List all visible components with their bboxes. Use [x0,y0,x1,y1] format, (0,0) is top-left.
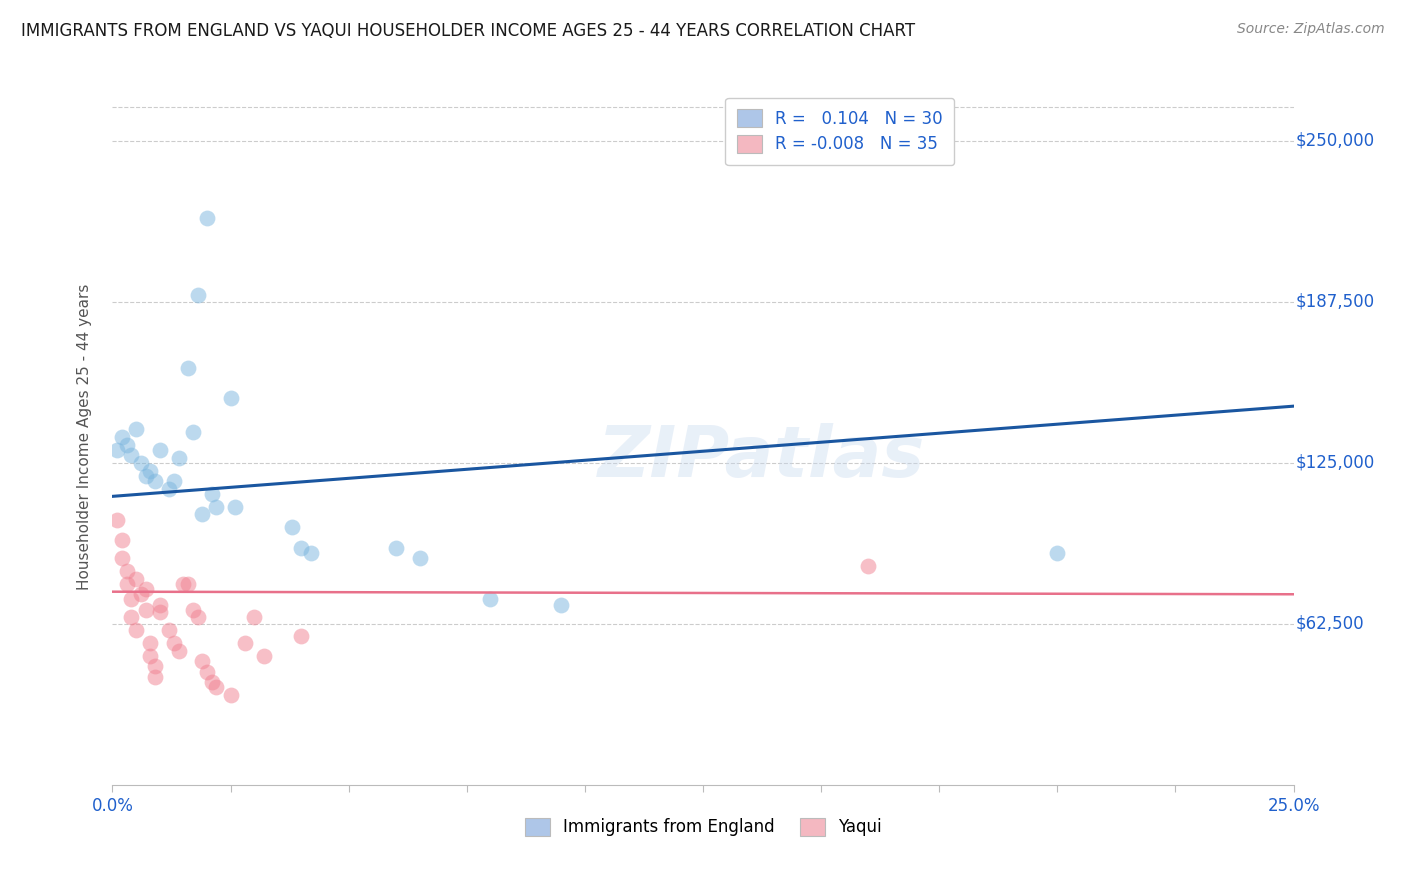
Point [143,670,166,684]
Point [111,551,134,566]
Point [167,644,190,658]
Point [125,572,148,586]
Point [858,558,880,573]
Point [205,680,228,694]
Point [1046,546,1069,560]
Point [186,610,208,624]
Point [385,541,408,555]
Point [224,500,246,514]
Point [219,392,242,406]
Text: IMMIGRANTS FROM ENGLAND VS YAQUI HOUSEHOLDER INCOME AGES 25 - 44 YEARS CORRELATI: IMMIGRANTS FROM ENGLAND VS YAQUI HOUSEHO… [21,22,915,40]
Point [290,628,312,642]
Point [149,442,172,457]
Point [111,430,134,444]
Text: $125,000: $125,000 [1296,454,1375,472]
Point [290,541,312,555]
Point [111,533,134,548]
Y-axis label: Householder Income Ages 25 - 44 years: Householder Income Ages 25 - 44 years [77,284,91,591]
Point [115,577,138,591]
Point [120,592,142,607]
Point [125,624,148,638]
Point [135,582,157,596]
Point [135,603,157,617]
Text: $62,500: $62,500 [1296,615,1364,633]
Point [139,464,162,478]
Point [550,598,572,612]
Point [143,659,166,673]
Point [233,636,256,650]
Point [219,688,242,702]
Point [125,422,148,436]
Point [167,450,190,465]
Point [149,598,172,612]
Point [115,438,138,452]
Point [115,564,138,578]
Point [177,577,200,591]
Text: $250,000: $250,000 [1296,132,1375,150]
Point [191,508,214,522]
Point [135,468,157,483]
Point [120,448,142,462]
Point [163,474,186,488]
Point [149,605,172,619]
Point [299,546,322,560]
Point [195,211,218,225]
Point [139,636,162,650]
Point [191,654,214,668]
Point [105,442,128,457]
Text: $187,500: $187,500 [1296,293,1375,310]
Point [253,649,276,664]
Point [408,551,430,566]
Point [172,577,194,591]
Point [201,674,224,689]
Point [177,360,200,375]
Text: Source: ZipAtlas.com: Source: ZipAtlas.com [1237,22,1385,37]
Point [186,288,208,302]
Point [157,482,180,496]
Point [143,474,166,488]
Point [157,624,180,638]
Point [281,520,304,534]
Point [129,587,152,601]
Point [105,512,128,526]
Point [181,603,204,617]
Point [129,456,152,470]
Point [163,636,186,650]
Point [205,500,228,514]
Legend: Immigrants from England, Yaqui: Immigrants from England, Yaqui [515,807,891,847]
Point [243,610,266,624]
Text: ZIPatlas: ZIPatlas [599,424,925,492]
Point [195,665,218,679]
Point [120,610,142,624]
Point [479,592,502,607]
Point [201,487,224,501]
Point [139,649,162,664]
Point [181,425,204,439]
